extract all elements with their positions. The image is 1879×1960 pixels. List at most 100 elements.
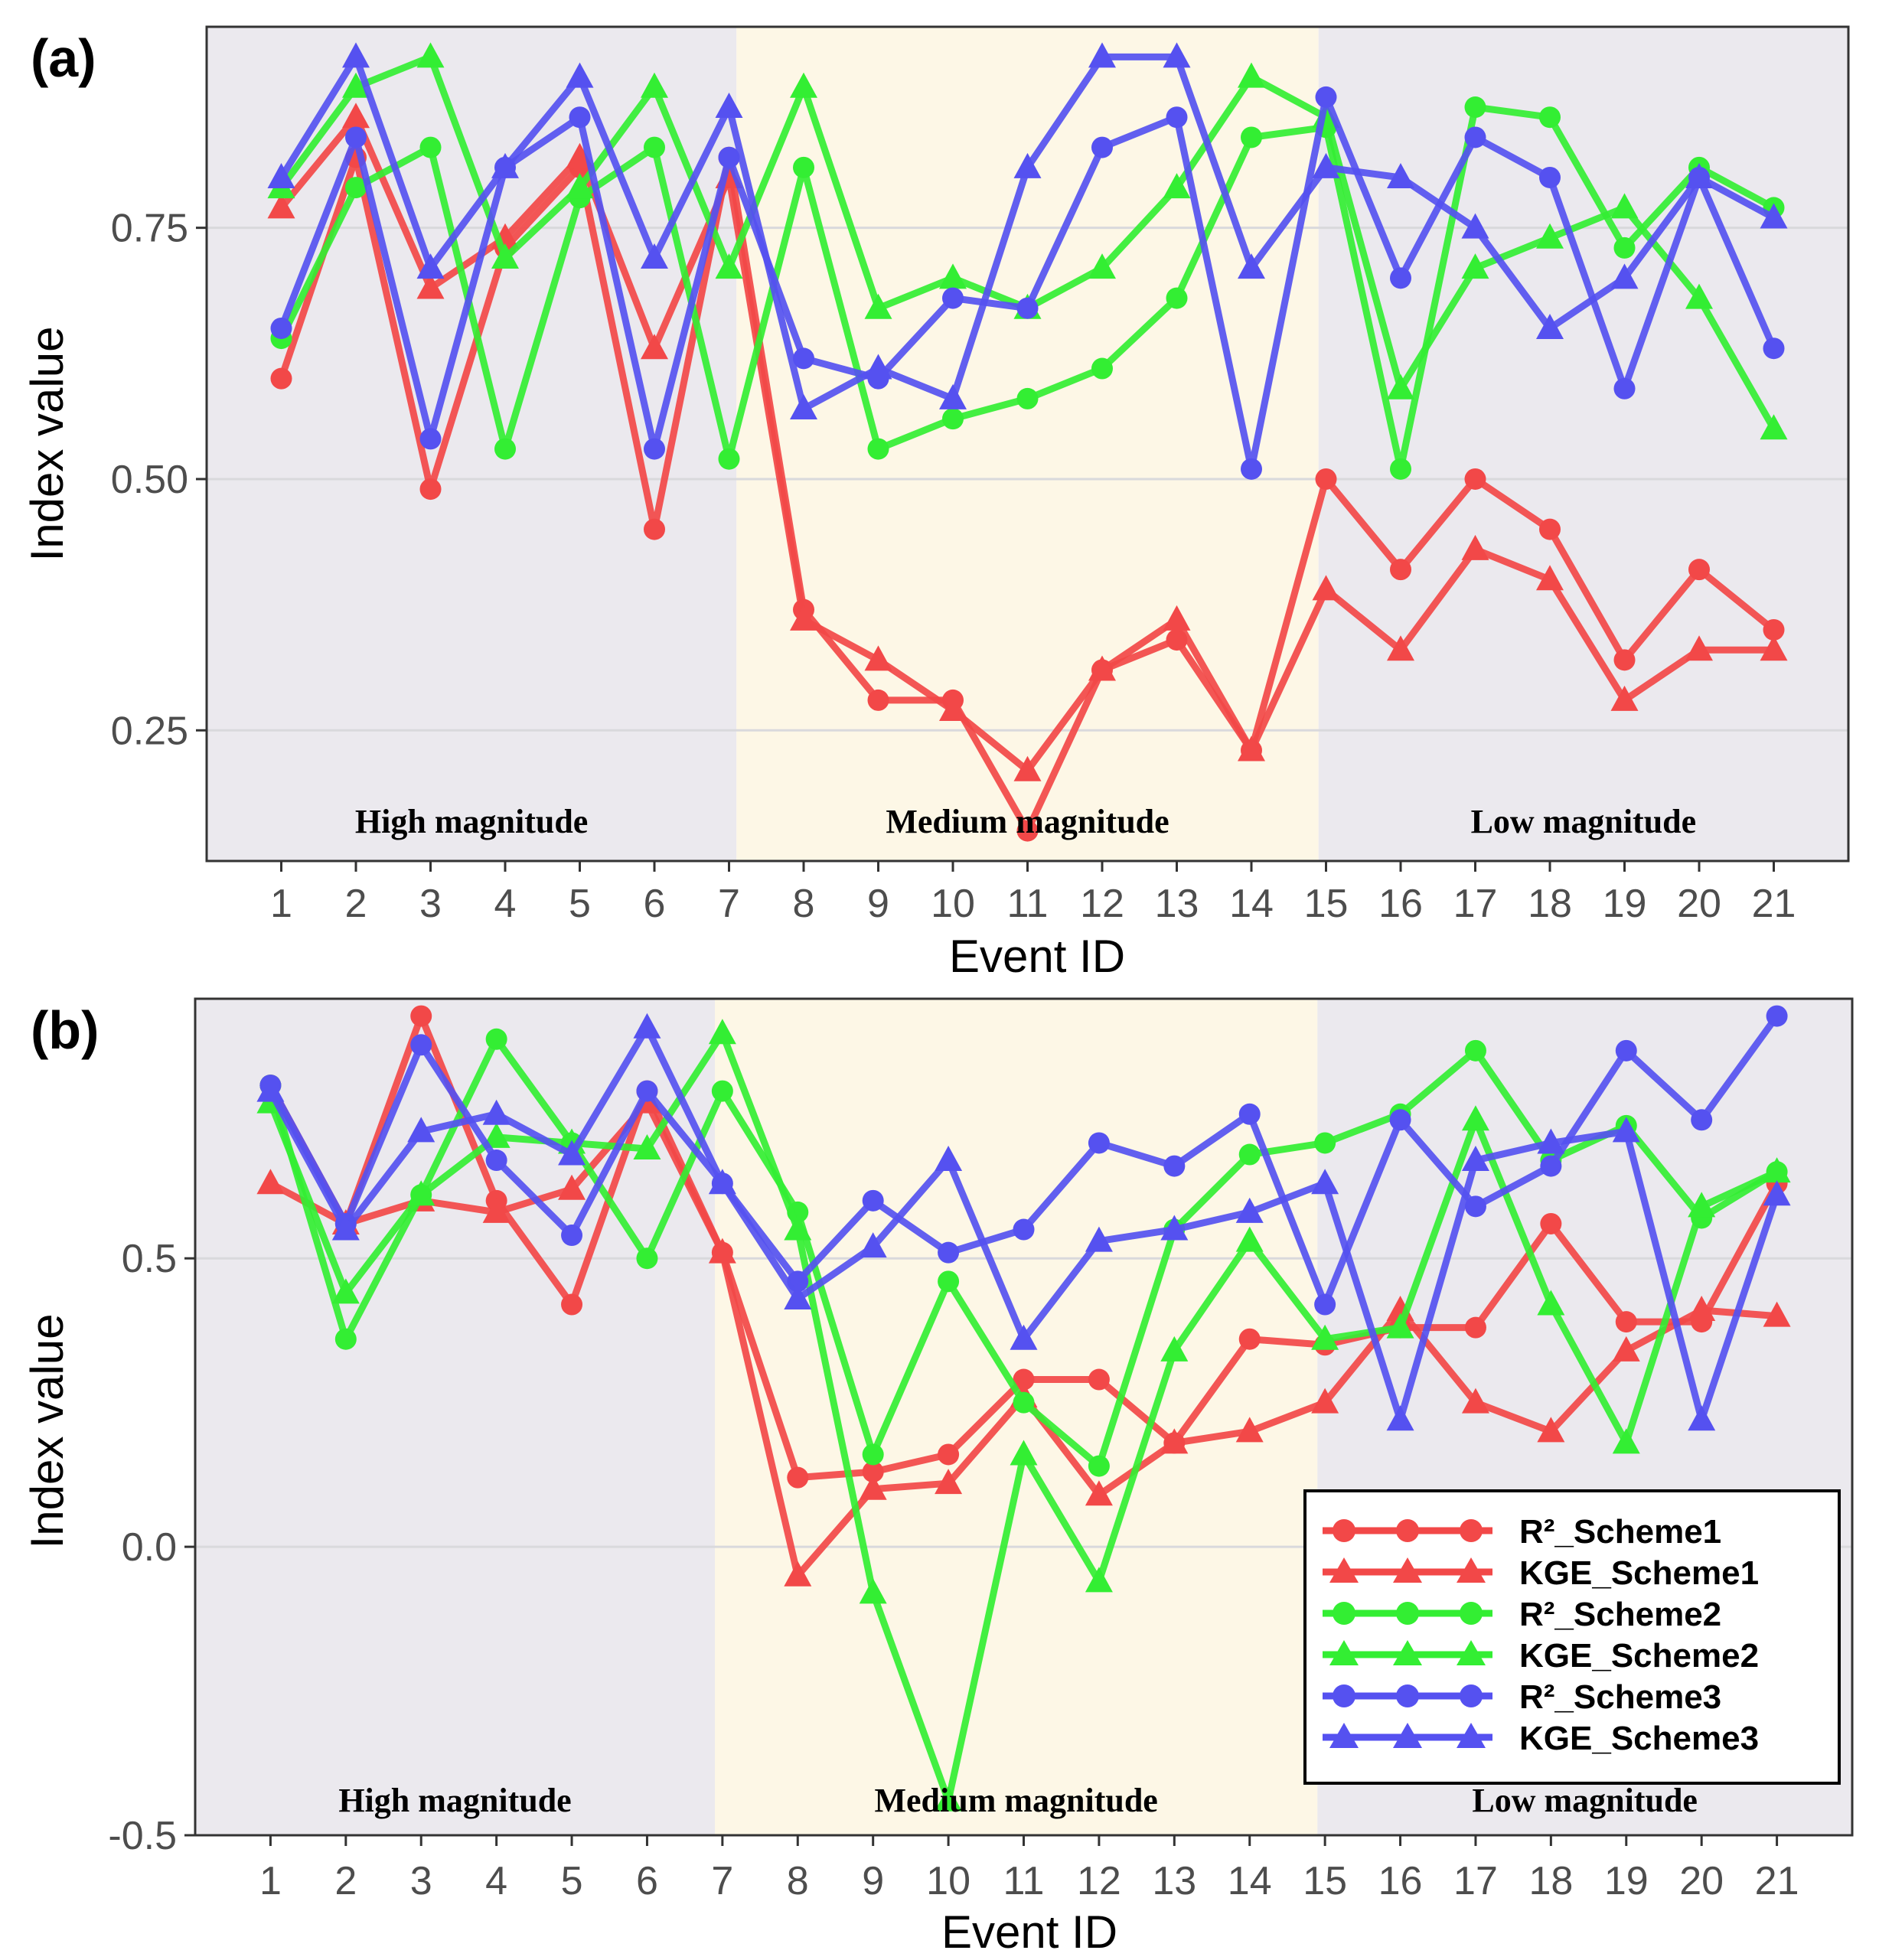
data-point-circle [345,177,367,199]
x-tick-label: 21 [1752,882,1796,926]
x-axis-ticks-b: 1 2 3 4 5 6 7 8 9 10 11 12 13 14 15 16 17 18 19 20 21 [259,1835,1799,1903]
legend-entry: KGE_Scheme3 [1323,1720,1759,1757]
data-point-circle [1464,1039,1486,1062]
data-point-triangle [1685,635,1713,661]
x-tick-label: 8 [787,1859,809,1903]
data-point-triangle [1610,193,1639,219]
data-point-triangle [331,1215,360,1241]
data-point-circle [636,1080,658,1102]
data-point-triangle [715,93,743,119]
panel-a: High magnitude Medium magnitude Low magn… [21,25,1850,982]
data-point-circle [1013,1368,1035,1391]
legend-marker-triangle [1329,1723,1359,1748]
x-tick-label: 6 [636,1859,658,1903]
data-point-triangle [416,273,445,299]
data-point-triangle [1386,1405,1414,1431]
data-point-circle [862,1461,884,1483]
data-point-circle [1766,1005,1788,1027]
data-point-triangle [1163,605,1191,631]
x-axis-title-b: Event ID [941,1906,1117,1958]
data-point-circle [938,1241,960,1264]
data-point-triangle [566,62,594,88]
data-point-triangle [1763,1180,1791,1206]
data-point-circle [1013,1218,1035,1241]
legend-marker-triangle [1457,1640,1486,1665]
data-point-circle [1088,1132,1110,1154]
data-point-circle [1540,1155,1562,1177]
data-point-circle [862,1189,884,1212]
data-point-triangle [1612,1428,1640,1454]
data-point-triangle [784,1560,812,1587]
data-point-triangle [1461,213,1489,239]
zone-label-medium-b: Medium magnitude [874,1782,1157,1819]
data-point-circle [569,106,591,129]
data-point-triangle [1688,1192,1716,1218]
panel-label-a: (a) [31,28,96,88]
data-point-triangle [1763,1301,1791,1327]
data-point-circle [1088,1455,1110,1477]
legend-marker-circle [1396,1519,1419,1542]
data-point-circle [419,478,442,501]
x-tick-label: 19 [1603,882,1647,926]
data-point-triangle [1763,1157,1791,1183]
data-point-triangle [491,152,519,178]
legend-label: KGE_Scheme1 [1519,1554,1759,1592]
data-point-triangle [1685,283,1713,309]
data-point-triangle [416,42,445,68]
x-tick-label: 16 [1378,882,1423,926]
data-point-circle [1238,1103,1261,1125]
data-point-circle [938,1443,960,1466]
y-axis-title-b: Index value [21,1314,73,1549]
data-point-triangle [859,1474,887,1500]
data-point-triangle [1088,655,1116,681]
x-tick-label: 14 [1228,1859,1272,1903]
data-point-circle [793,347,814,370]
x-tick-label: 14 [1229,882,1274,926]
data-point-circle [485,1028,507,1050]
data-point-circle [942,287,964,309]
data-point-triangle [1238,253,1265,279]
data-point-triangle [1685,162,1713,188]
x-tick-label: 8 [793,882,815,926]
y-axis-ticks-a: 0.25 0.50 0.75 [111,207,207,753]
x-tick-label: 5 [561,1859,583,1903]
data-point-triangle [1163,42,1191,68]
data-point-triangle [1537,1417,1565,1443]
data-point-triangle [1160,1215,1189,1241]
zone-label-low-b: Low magnitude [1472,1782,1698,1819]
legend-label: KGE_Scheme2 [1519,1637,1759,1675]
data-point-triangle [1311,1169,1339,1195]
zone-label-high-a: High magnitude [355,803,588,840]
data-point-triangle [859,1578,887,1604]
data-point-circle [1390,458,1411,480]
series-kge-scheme3 [256,1013,1791,1431]
series-layer-b [256,1005,1791,1812]
data-point-triangle [1235,1197,1264,1223]
data-point-triangle [1085,1567,1113,1593]
x-tick-label: 1 [270,882,292,926]
data-point-triangle [1537,1290,1565,1316]
data-point-triangle [416,253,445,279]
x-tick-label: 10 [931,882,975,926]
data-point-triangle [1085,1226,1113,1252]
data-point-circle [1315,468,1337,490]
data-point-triangle [1163,173,1191,199]
legend-label: R²_Scheme2 [1519,1596,1721,1633]
data-point-circle [1613,649,1636,671]
x-tick-label: 2 [345,882,367,926]
x-tick-label: 7 [718,882,740,926]
data-point-circle [644,438,665,460]
data-point-triangle [935,1146,963,1172]
data-point-circle [561,1293,583,1316]
data-point-triangle [1387,162,1414,188]
data-point-circle [1613,377,1636,400]
data-point-triangle [1235,1226,1264,1252]
data-point-triangle [784,1283,812,1309]
data-point-circle [1464,1316,1486,1339]
data-point-triangle [256,1169,285,1195]
data-point-triangle [1610,263,1639,289]
data-point-triangle [708,1019,736,1045]
data-point-circle [1091,136,1113,158]
data-point-triangle [784,1215,812,1241]
